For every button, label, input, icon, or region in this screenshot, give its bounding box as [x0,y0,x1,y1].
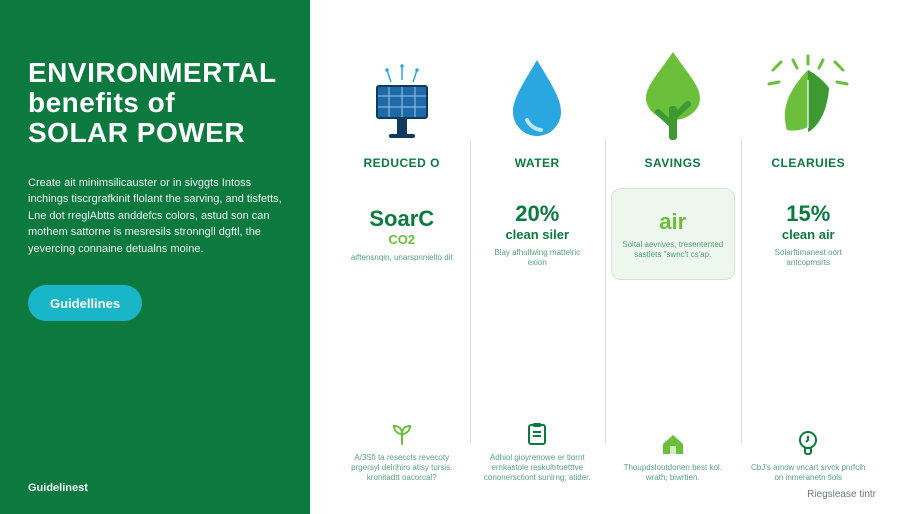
right-panel: Reduced O SoarC CO2 aiftensnqin, unarspn… [310,0,900,514]
column-title: Water [515,156,560,170]
metric-sub: clean siler [505,227,569,242]
metric-value: air [659,210,686,233]
clipboard-icon [526,421,548,447]
columns-container: Reduced O SoarC CO2 aiftensnqin, unarspn… [334,42,876,483]
column-clear: Clearuies 15% clean air Solarftimanest o… [741,42,877,483]
leaf-sparkle-icon [747,42,871,142]
intro-body-text: Create ait minimsilicauster or in sivggt… [28,175,282,258]
infographic-page: Environmertal benefits of Solar power Cr… [0,0,900,514]
metric-box: 20% clean siler Blay afhullwing mattelri… [476,188,600,280]
bulb-icon [798,431,818,457]
left-footer-label: Guidelinest [28,472,282,494]
tree-icon [611,42,735,142]
metric-box: SoarC CO2 aiftensnqin, unarspnnielto dit [340,188,464,280]
column-footer: CbJ's amow vncart srvck pnrfclh on inmer… [748,417,868,483]
column-footer-text: Thoupdslootdonen best kol. wrath; biwrti… [613,463,733,483]
metric-value: 20% [515,202,559,225]
column-footer-text: A/3Sfi ta reseccts revecoty prgersyl del… [342,453,462,483]
column-savings: Savings air Soltal aevrives, tresentente… [605,42,741,483]
water-drop-icon [476,42,600,142]
column-footer: A/3Sfi ta reseccts revecoty prgersyl del… [342,407,462,483]
metric-desc: aiftensnqin, unarspnnielto dit [351,253,453,263]
column-footer: Adhiol gioyrenowe er tlornt ernkastole r… [477,407,597,483]
column-title: Clearuies [771,156,845,170]
metric-box: 15% clean air Solarftimanest oort antcop… [747,188,871,280]
title-line-2: benefits of [28,88,282,118]
metric-desc: Solarftimanest oort antcopmsrts [756,248,862,268]
metric-desc: Blay afhullwing mattelric exion [485,248,591,268]
left-panel: Environmertal benefits of Solar power Cr… [0,0,310,514]
metric-sub: clean air [782,227,835,242]
solar-panel-icon [340,42,464,142]
title-line-1: Environmertal [28,58,282,88]
title-line-3: Solar power [28,118,282,148]
metric-value: SoarC [369,207,434,230]
column-title: Savings [644,156,701,170]
metric-sub: CO2 [388,232,415,247]
right-footer-label: Riegslease tintr [334,483,876,500]
house-icon [660,431,686,457]
metric-box: air Soltal aevrives, tresentented sastle… [611,188,735,280]
column-water: Water 20% clean siler Blay afhullwing ma… [470,42,606,483]
column-footer-text: Adhiol gioyrenowe er tlornt ernkastole r… [477,453,597,483]
page-title: Environmertal benefits of Solar power [28,58,282,149]
column-footer: Thoupdslootdonen best kol. wrath; biwrti… [613,417,733,483]
guidelines-button[interactable]: Guidellines [28,285,142,321]
metric-value: 15% [786,202,830,225]
sprout-icon [390,421,414,447]
column-title: Reduced O [363,156,440,170]
column-reduced: Reduced O SoarC CO2 aiftensnqin, unarspn… [334,42,470,483]
column-footer-text: CbJ's amow vncart srvck pnrfclh on inmer… [748,463,868,483]
metric-desc: Soltal aevrives, tresentented sastlets "… [620,240,726,260]
